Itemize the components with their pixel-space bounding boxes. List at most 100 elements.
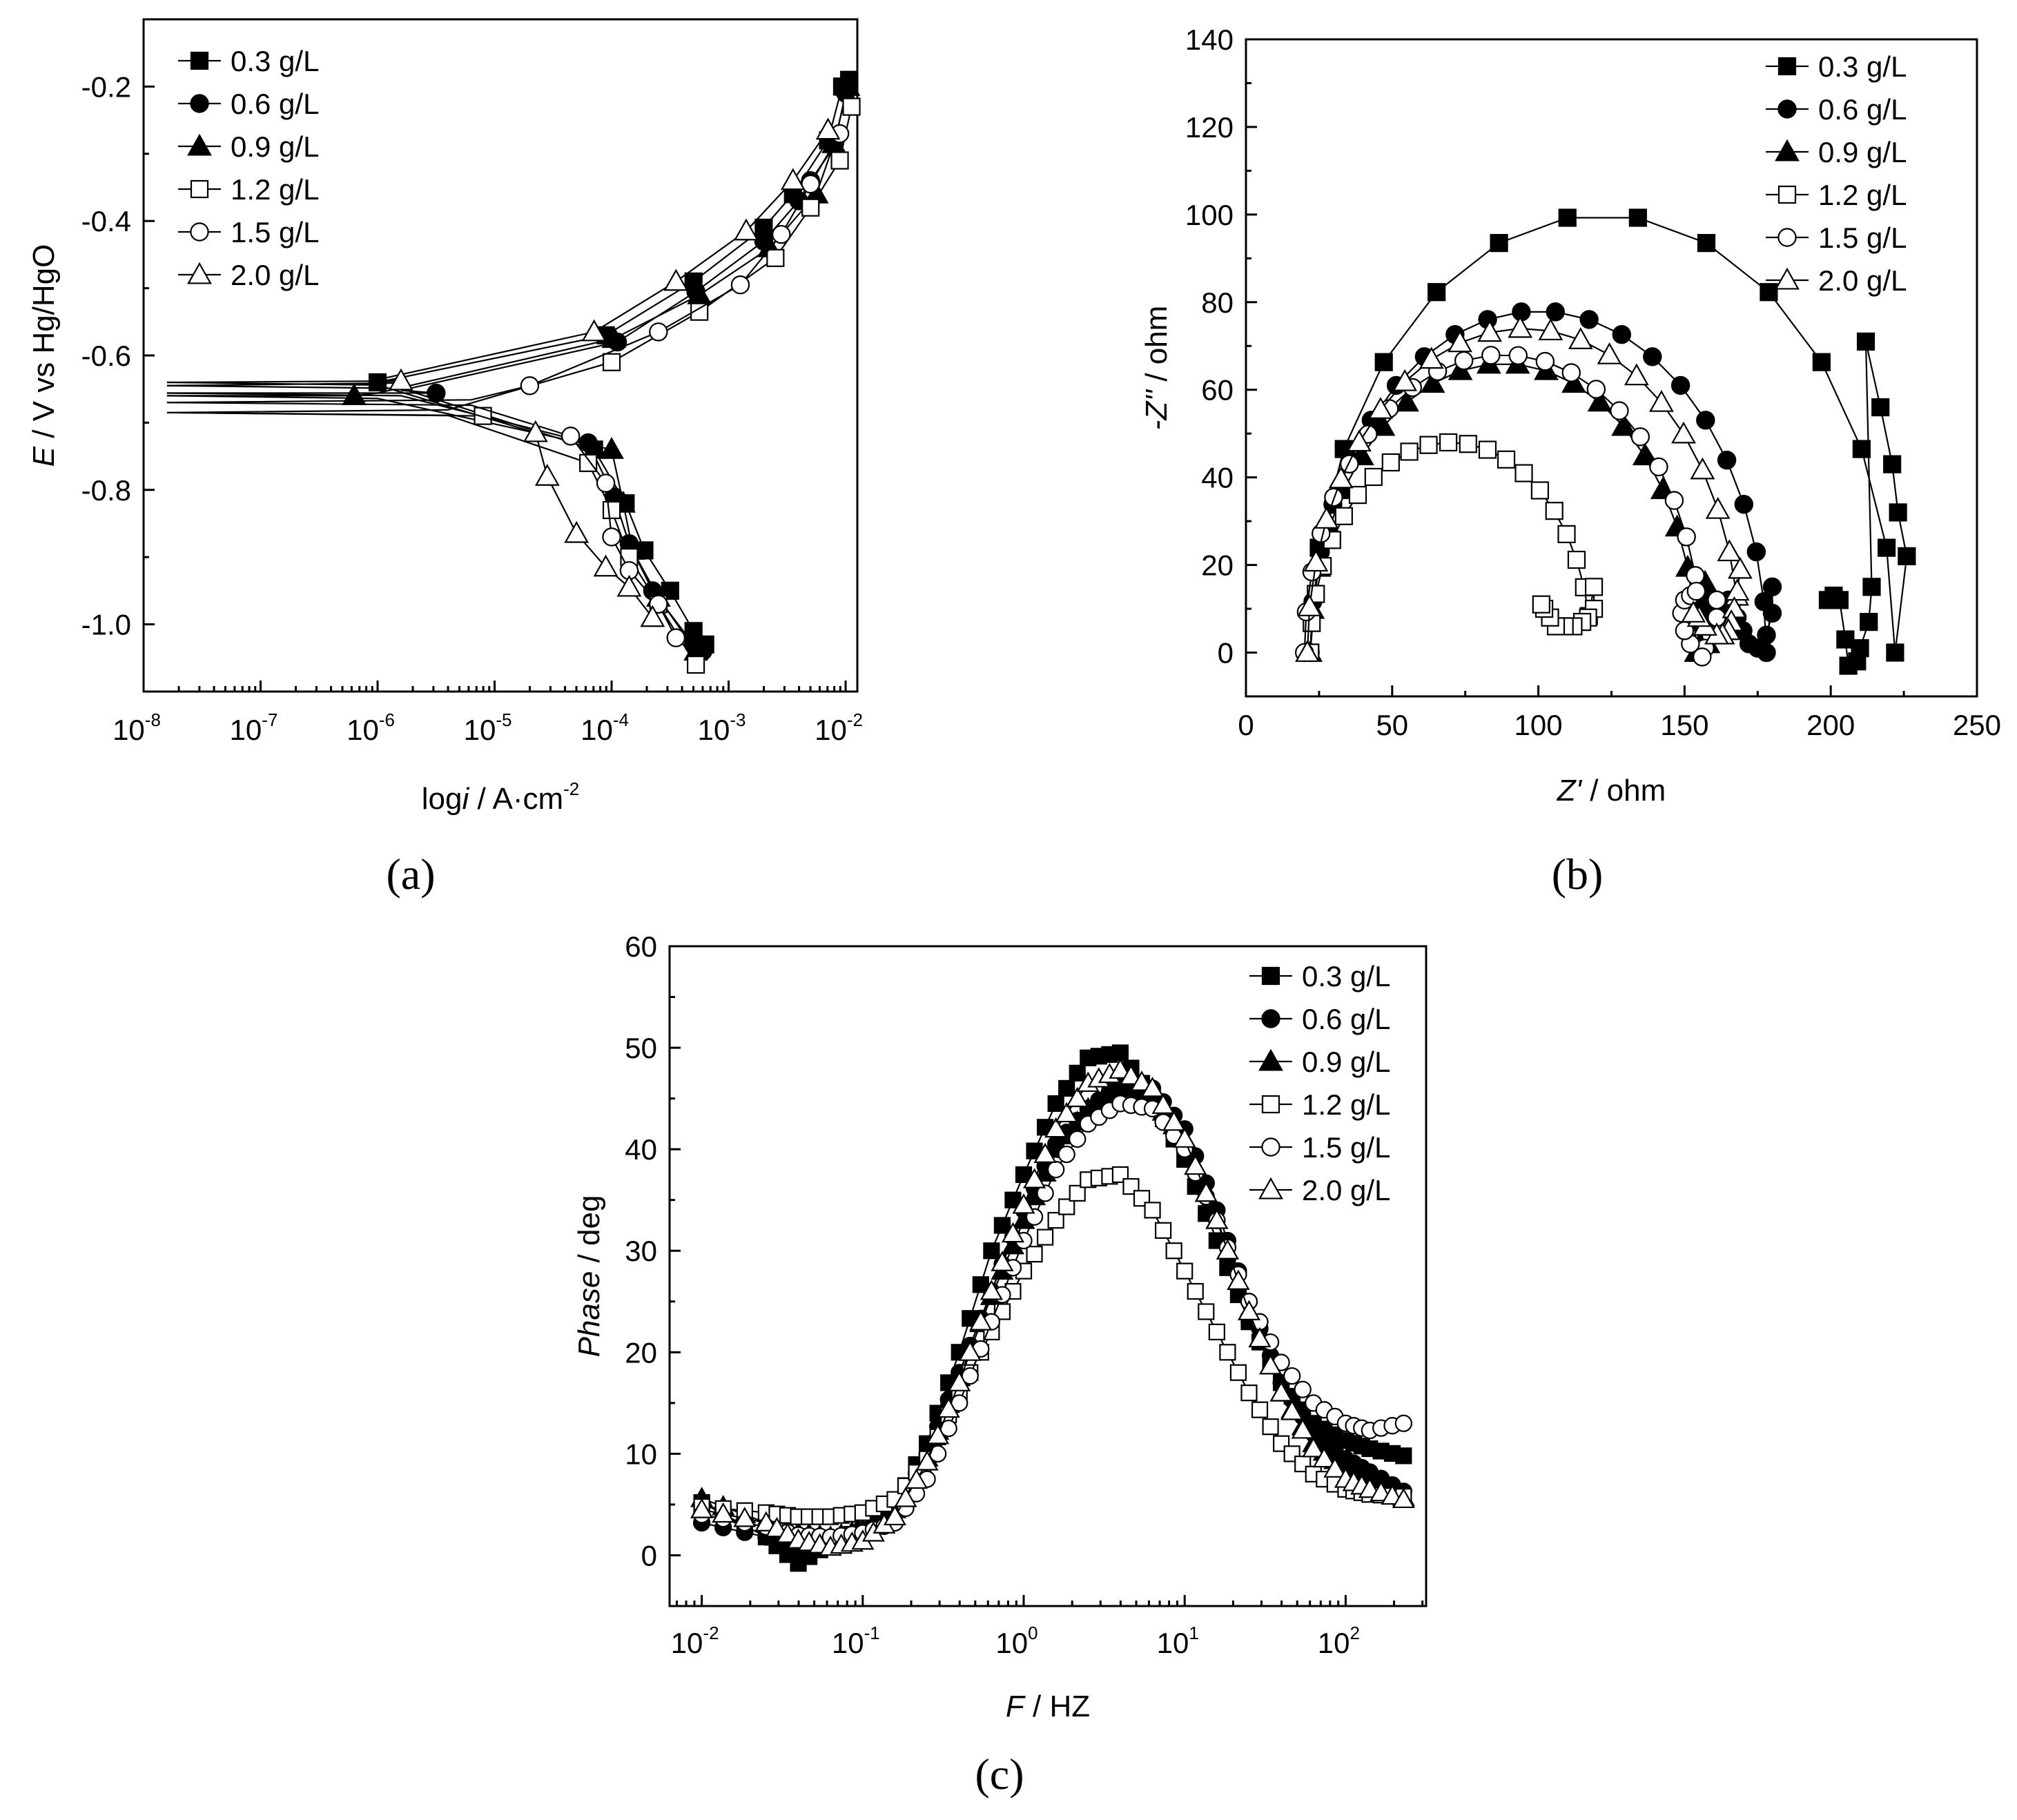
x-tick-label-b-3: 150: [1660, 709, 1708, 741]
point-a-5-2: [649, 322, 668, 342]
legend-label-4: 1.2 g/L: [231, 173, 319, 206]
x-tick-label-b-1: 50: [1376, 709, 1408, 741]
legend-marker-2: [190, 94, 209, 113]
point-b-1-18: [1871, 398, 1890, 417]
legend-label-4: 1.2 g/L: [1818, 179, 1907, 211]
point-c-6-49: [1237, 1300, 1261, 1320]
point-c-6-52: [1269, 1381, 1293, 1402]
x-axis-label-a: logi / A·cm-2: [422, 779, 580, 816]
y-tick-label-c-4: 40: [625, 1133, 657, 1166]
point-a-5-9: [602, 527, 621, 547]
point-c-4-31: [1047, 1212, 1064, 1229]
point-a-5-1: [520, 376, 540, 395]
x-tick-label-b-2: 100: [1514, 709, 1563, 741]
point-a-6-7: [523, 420, 548, 442]
point-a-4-2: [602, 353, 621, 371]
point-c-4-50: [1251, 1401, 1269, 1418]
point-a-6-9: [564, 520, 589, 543]
point-b-2-16: [1670, 375, 1690, 395]
point-c-6-39: [1130, 1070, 1153, 1091]
point-a-6-5: [780, 168, 806, 190]
legend-label-1: 0.3 g/L: [1302, 960, 1390, 992]
point-c-6-6: [776, 1523, 799, 1543]
point-b-2-23: [1762, 577, 1782, 597]
x-tick-label-a-3: 10-5: [464, 710, 512, 746]
x-tick-label-c-4: 102: [1318, 1623, 1360, 1659]
point-c-6-18: [905, 1468, 928, 1489]
point-b-2-13: [1579, 310, 1599, 329]
point-a-5-7: [561, 427, 581, 446]
point-a-4-6: [830, 151, 849, 170]
curve-b-6: [1306, 327, 1741, 653]
point-a-6-4: [734, 218, 759, 241]
cathodic-curve-a-5: [166, 402, 677, 638]
point-c-4-48: [1229, 1364, 1247, 1381]
point-c-4-49: [1240, 1384, 1258, 1402]
point-b-2-24: [1762, 603, 1782, 623]
point-b-4-32: [1532, 595, 1550, 614]
point-c-4-51: [1262, 1418, 1279, 1436]
point-c-6-47: [1216, 1239, 1239, 1260]
point-b-6-24: [1724, 578, 1750, 601]
point-b-6-10: [1448, 330, 1472, 353]
point-c-6-25: [980, 1280, 1003, 1300]
legend-label-5: 1.5 g/L: [231, 216, 319, 248]
point-a-2-1: [427, 383, 446, 403]
x-tick-label-b-0: 0: [1238, 709, 1254, 741]
point-b-6-6: [1347, 429, 1372, 452]
point-c-6-48: [1227, 1269, 1250, 1290]
point-b-6-1: [1295, 640, 1320, 663]
point-a-6-2: [581, 319, 607, 342]
legend-label-2: 0.6 g/L: [1302, 1003, 1390, 1035]
point-b-6-16: [1624, 363, 1649, 386]
legend-label-2: 0.6 g/L: [231, 88, 319, 120]
point-a-6-6: [815, 117, 841, 140]
cathodic-curve-a-6: [166, 381, 654, 618]
chart-a: 10-8 10-7 10-6 10-5 10-4 10-3 10-2 -0.2 -0.4 -0.6…: [27, 18, 863, 816]
y-tick-label-a-2: -0.6: [81, 340, 131, 372]
point-c-6-38: [1119, 1064, 1143, 1085]
point-b-2-14: [1612, 325, 1632, 344]
legend-marker-5: [190, 222, 209, 242]
point-c-6-2: [712, 1502, 735, 1523]
point-c-6-20: [926, 1423, 950, 1445]
x-axis-label-c: F / HZ: [1006, 1690, 1090, 1723]
y-tick-label-b-6: 120: [1185, 111, 1234, 144]
point-b-5-21: [1677, 527, 1696, 547]
x-tick-label-b-5: 250: [1953, 709, 2001, 741]
point-a-5-3: [730, 275, 750, 295]
legend-marker-5: [1777, 228, 1797, 247]
point-c-6-29: [1023, 1168, 1046, 1188]
point-c-4-29: [1026, 1246, 1043, 1263]
point-c-4-46: [1208, 1323, 1225, 1340]
y-tick-label-a-4: -1.0: [81, 609, 131, 641]
legend-b: 0.3 g/L 0.6 g/L 0.9 g/L 1.2 g/L 1.5 g/L 2.0 g…: [1766, 50, 1907, 297]
point-b-4-17: [1530, 481, 1550, 500]
point-b-6-3: [1303, 549, 1329, 572]
point-b-2-19: [1734, 495, 1753, 514]
point-c-6-3: [733, 1507, 757, 1527]
legend-marker-4: [190, 179, 209, 199]
point-b-1-11: [1812, 353, 1831, 371]
point-b-6-19: [1690, 457, 1715, 480]
legend-marker-2: [1261, 1009, 1280, 1028]
point-b-5-20: [1664, 491, 1684, 510]
point-b-1-21: [1860, 613, 1878, 632]
point-b-1-25: [1836, 630, 1855, 649]
y-axis-label-a: E / V vs Hg/HgO: [27, 244, 61, 467]
point-b-5-27: [1693, 647, 1712, 667]
point-b-5-12: [1481, 346, 1501, 365]
point-b-1-15: [1898, 547, 1916, 566]
x-tick-label-c-2: 100: [995, 1623, 1037, 1659]
point-c-1-31: [1047, 1095, 1064, 1113]
point-c-6-21: [937, 1397, 960, 1418]
point-a-4-1: [474, 407, 492, 425]
point-b-4-23: [1584, 578, 1604, 596]
point-b-1-20: [1862, 578, 1881, 596]
series-b-4: [1301, 433, 1604, 662]
anodic-curve-a-6: [166, 130, 829, 384]
point-b-3-9: [1420, 371, 1445, 393]
point-c-6-42: [1162, 1110, 1186, 1131]
cathodic-curve-a-1: [166, 384, 706, 645]
point-b-4-11: [1419, 436, 1438, 454]
